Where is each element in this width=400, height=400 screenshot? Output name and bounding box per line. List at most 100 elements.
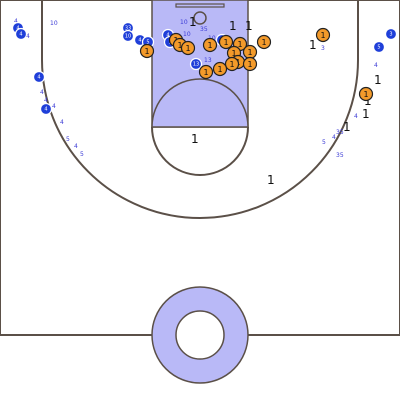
annotation-number-blue: 35 xyxy=(200,26,208,33)
annotation-number-black: 1 xyxy=(189,15,197,29)
annotation-number-black: 1 xyxy=(245,19,253,33)
offense-player-number: 5 xyxy=(377,44,380,50)
defense-player-marker[interactable]: 1 xyxy=(242,56,258,72)
free-throw-circle-bottom xyxy=(151,126,249,176)
annotation-number-black: 1 xyxy=(309,38,317,52)
defense-player-number: 1 xyxy=(231,49,236,58)
defense-player-dot xyxy=(198,64,214,80)
backboard xyxy=(175,3,225,8)
offense-player-number: 4 xyxy=(166,32,169,38)
defense-player-dot xyxy=(212,61,228,77)
annotation-number-black: 1 xyxy=(343,120,351,134)
defense-player-marker[interactable]: 1 xyxy=(224,56,240,72)
defense-player-number: 1 xyxy=(144,47,149,56)
annotation-number-blue: 10 xyxy=(50,20,58,27)
defense-player-number: 1 xyxy=(223,38,228,47)
defense-player-number: 1 xyxy=(185,44,190,53)
defense-player-marker[interactable]: 1 xyxy=(212,61,228,77)
defense-player-number: 1 xyxy=(217,65,222,74)
annotation-number-black: 1 xyxy=(374,73,382,87)
offense-markers: 443310454114445313 xyxy=(11,21,398,116)
annotation-number-blue: 4 xyxy=(26,33,30,40)
defense-player-dot xyxy=(242,56,258,72)
annotation-number-blue: 4 xyxy=(14,18,18,25)
defense-player-number: 1 xyxy=(247,48,252,57)
defense-player-number: 1 xyxy=(237,40,242,49)
offense-player-dot xyxy=(121,29,135,43)
offense-player-dot xyxy=(384,27,398,41)
defense-player-marker[interactable]: 1 xyxy=(218,34,234,50)
free-throw-circle-top xyxy=(151,78,249,128)
defense-player-marker[interactable]: 1 xyxy=(198,64,214,80)
annotation-number-black: 1 xyxy=(267,173,275,187)
annotation-number-blue: 4 xyxy=(40,89,44,96)
annotation-number-black: 1 xyxy=(364,94,372,108)
defense-player-marker[interactable]: 1 xyxy=(256,34,272,50)
offense-player-marker[interactable]: 13 xyxy=(189,57,203,71)
defense-player-number: 1 xyxy=(320,31,325,40)
defense-player-dot xyxy=(139,43,155,59)
annotation-number-blue: 4 xyxy=(44,97,48,104)
annotation-number-blue: 5 xyxy=(80,151,84,158)
rim xyxy=(193,11,207,25)
defense-player-marker[interactable]: 1 xyxy=(139,43,155,59)
defense-player-number: 1 xyxy=(203,68,208,77)
defense-player-dot xyxy=(202,37,218,53)
defense-player-dot xyxy=(315,27,331,43)
defense-player-marker[interactable]: 1 xyxy=(242,44,258,60)
annotation-number-blue: 4 xyxy=(374,62,378,69)
annotation-number-blue: 4 xyxy=(52,103,56,110)
defense-player-number: 1 xyxy=(229,60,234,69)
annotation-number-blue: 35 xyxy=(336,129,344,136)
offense-player-marker[interactable]: 5 xyxy=(372,40,386,54)
defense-player-dot xyxy=(358,86,374,102)
defense-player-marker[interactable]: 1 xyxy=(315,27,331,43)
center-circle-inner xyxy=(175,310,225,360)
offense-player-number: 13 xyxy=(193,61,199,67)
offense-player-marker[interactable]: 3 xyxy=(384,27,398,41)
annotation-number-black: 1 xyxy=(229,19,237,33)
defense-player-number: 1 xyxy=(177,41,182,50)
offense-player-dot xyxy=(189,57,203,71)
annotation-number-blue: 13 xyxy=(204,57,212,64)
annotation-number-black: 1 xyxy=(362,107,370,121)
offense-player-number: 4 xyxy=(16,25,19,31)
offense-player-marker[interactable]: 10 xyxy=(121,29,135,43)
offense-player-number: 3 xyxy=(389,31,392,37)
defense-player-number: 1 xyxy=(363,90,368,99)
offense-player-number: 33 xyxy=(125,25,131,31)
defense-player-marker[interactable]: 1 xyxy=(358,86,374,102)
annotation-number-blue: 5 xyxy=(322,139,326,146)
offense-player-number: 10 xyxy=(125,33,131,39)
offense-player-number: 4 xyxy=(138,37,141,43)
annotation-number-blue: 4 xyxy=(60,119,64,126)
defense-player-marker[interactable]: 1 xyxy=(202,37,218,53)
defense-player-number: 1 xyxy=(207,41,212,50)
offense-player-dot xyxy=(39,102,53,116)
annotation-number-blue: 5 xyxy=(66,136,70,143)
defense-player-dot xyxy=(224,56,240,72)
defense-player-marker[interactable]: 1 xyxy=(180,40,196,56)
offense-player-number: 4 xyxy=(44,106,47,112)
annotation-number-blue: 3 xyxy=(321,45,325,52)
annotation-number-blue: 10 xyxy=(180,19,188,26)
offense-player-number: 4 xyxy=(19,31,22,37)
offense-player-dot xyxy=(32,70,46,84)
defense-player-dot xyxy=(218,34,234,50)
defense-player-number: 1 xyxy=(247,60,252,69)
annotation-number-blue: 4 xyxy=(354,113,358,120)
defense-markers: 11111111111111111 xyxy=(139,27,374,102)
annotation-number-blue: 4 xyxy=(332,134,336,141)
annotation-number-blue: 10 xyxy=(183,31,191,38)
defense-player-dot xyxy=(180,40,196,56)
defense-player-number: 1 xyxy=(261,38,266,47)
defense-player-dot xyxy=(256,34,272,50)
offense-player-marker[interactable]: 4 xyxy=(14,27,28,41)
offense-player-marker[interactable]: 4 xyxy=(39,102,53,116)
offense-player-dot xyxy=(372,40,386,54)
annotation-layer: 4410444454545435351010643351310411111111… xyxy=(14,15,382,187)
offense-player-dot xyxy=(14,27,28,41)
offense-player-marker[interactable]: 4 xyxy=(32,70,46,84)
